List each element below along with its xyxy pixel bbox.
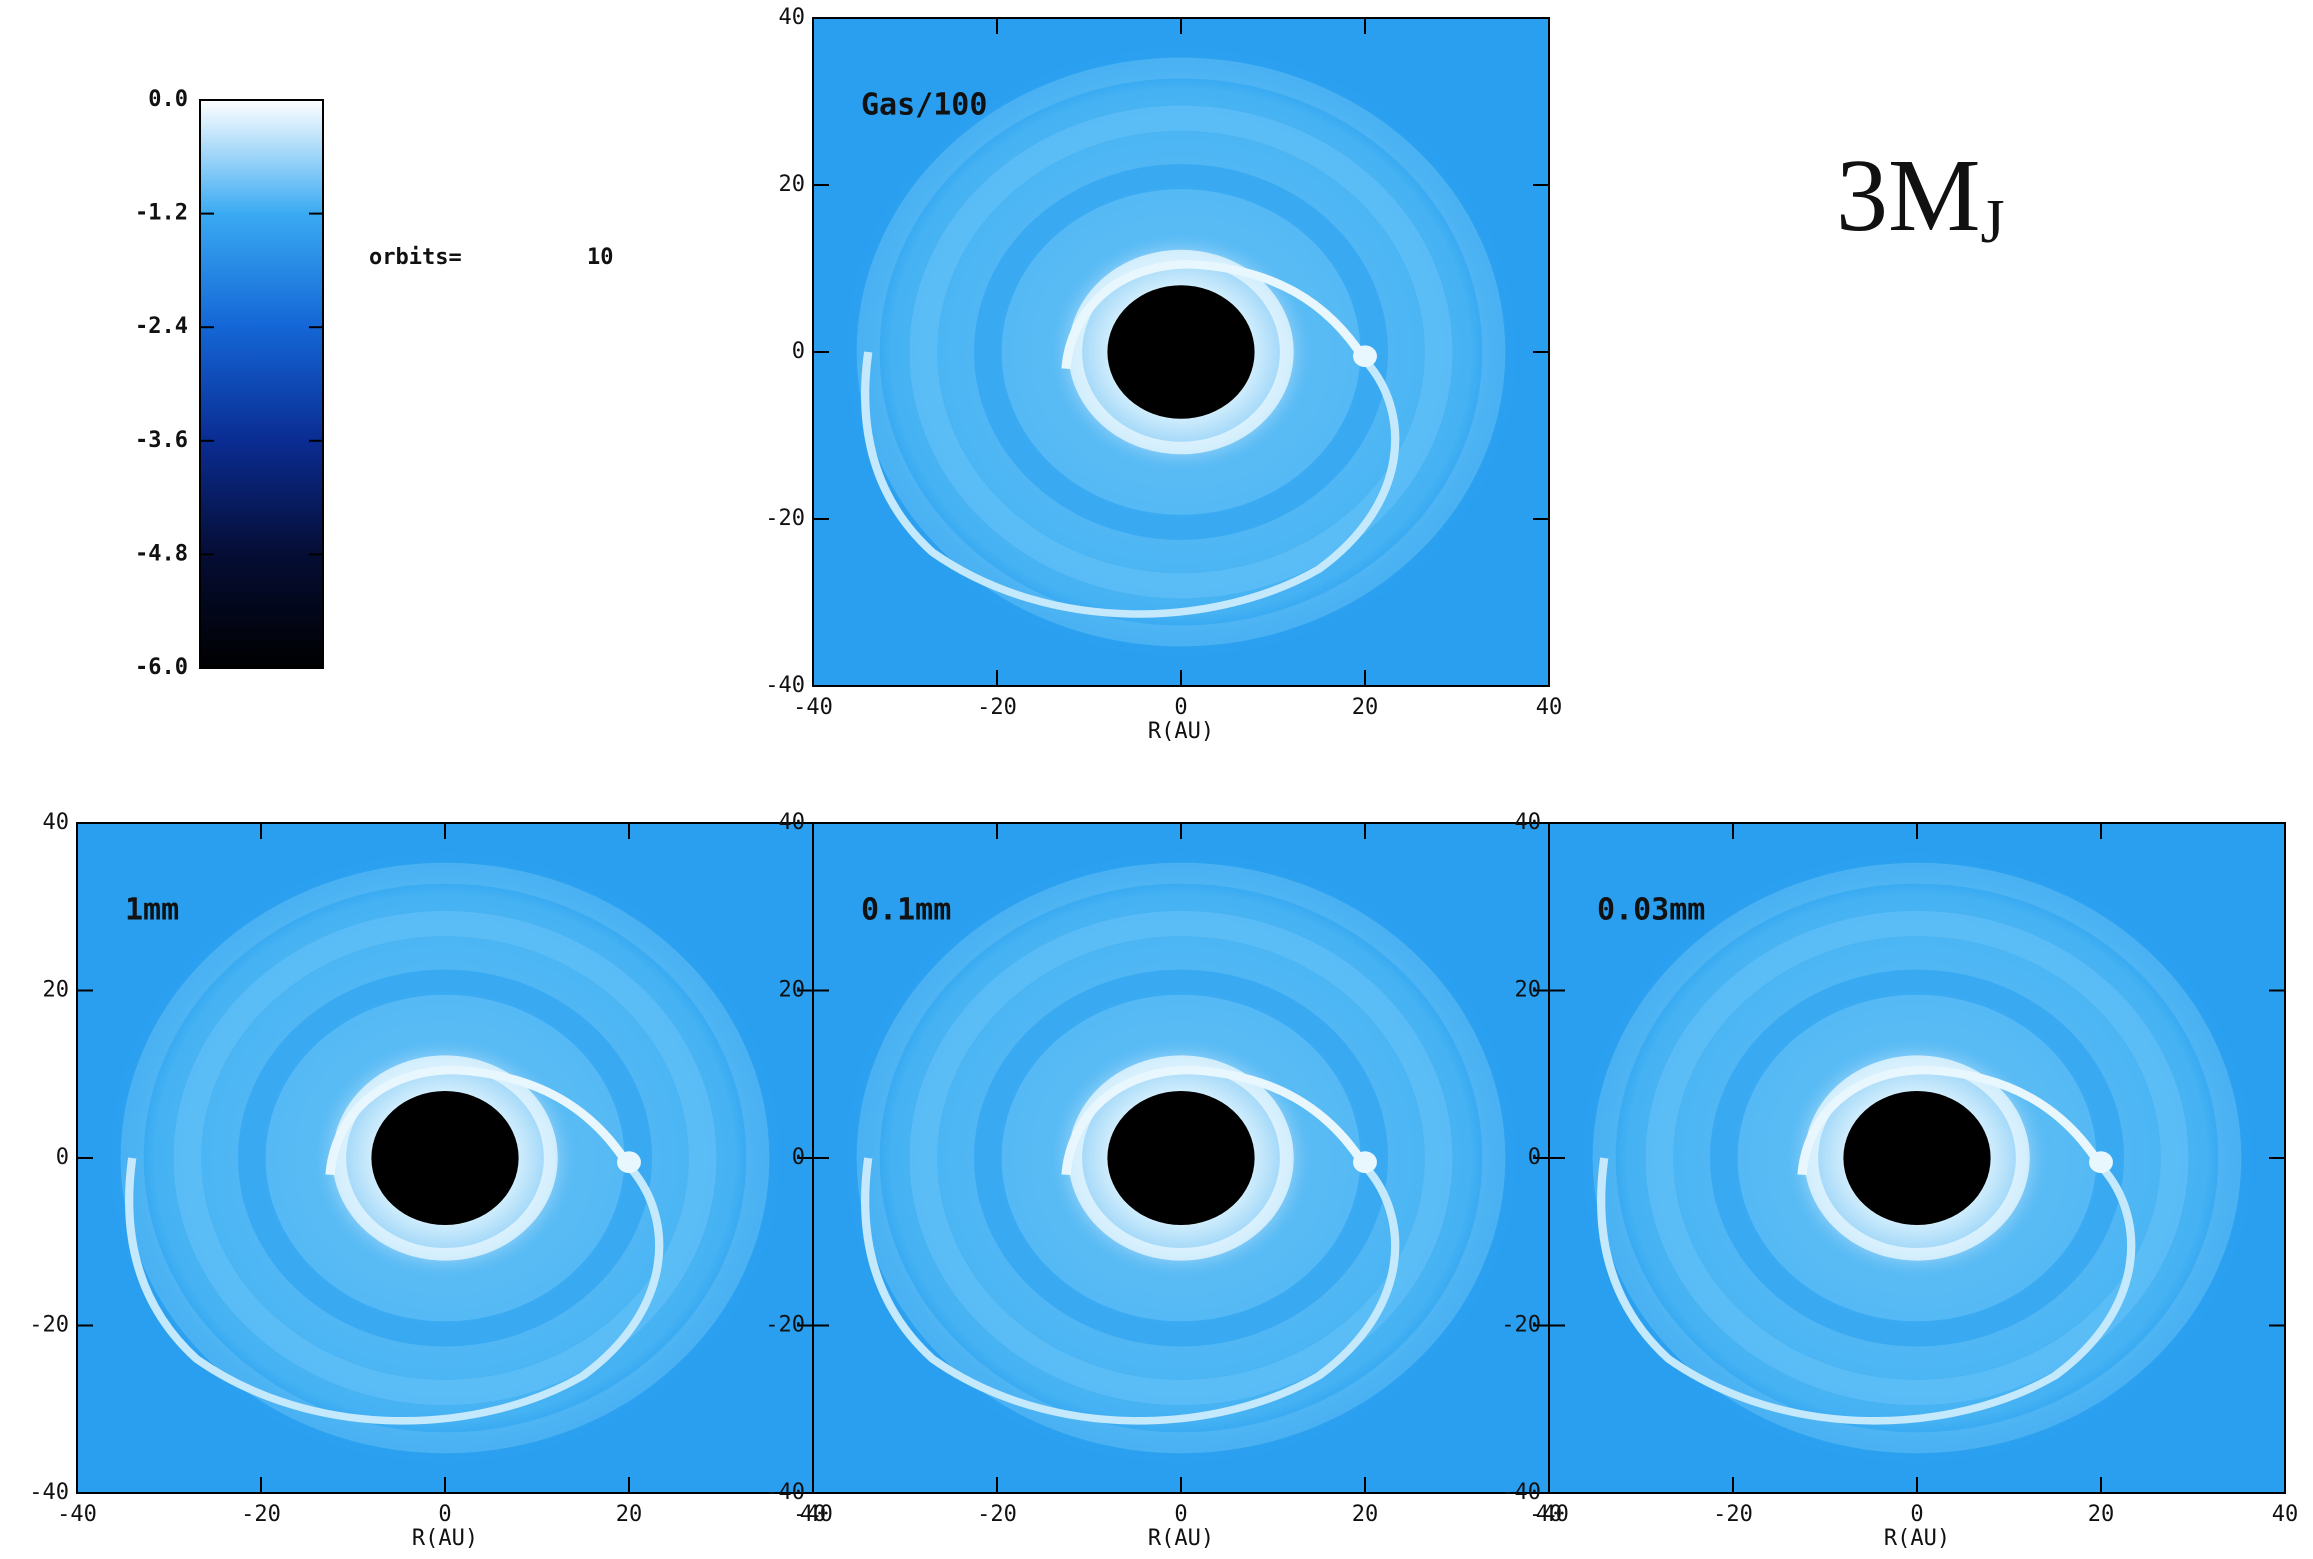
x-tick-label: -40 xyxy=(793,1502,833,1527)
colorbar-tick-label: -2.4 xyxy=(135,314,188,339)
title-main: 3M xyxy=(1836,138,1980,253)
y-tick-label: -20 xyxy=(29,1313,69,1338)
x-axis-label: R(AU) xyxy=(1148,719,1214,744)
y-tick-label: 20 xyxy=(1515,978,1542,1003)
x-tick-label: 0 xyxy=(1910,1502,1923,1527)
colorbar xyxy=(199,99,324,669)
panel-title: 1mm xyxy=(125,893,179,928)
x-tick-label: -20 xyxy=(977,1502,1017,1527)
y-tick-label: 20 xyxy=(43,978,70,1003)
disk-image xyxy=(77,823,813,1493)
colorbar-tick-label: 0.0 xyxy=(148,87,188,112)
y-tick-label: -20 xyxy=(765,1313,805,1338)
title-sub: J xyxy=(1980,188,2004,256)
y-tick-label: -20 xyxy=(765,506,805,531)
figure-title: 3MJ xyxy=(1836,138,2005,256)
y-tick-label: -20 xyxy=(1501,1313,1541,1338)
x-tick-label: 0 xyxy=(1174,1502,1187,1527)
colorbar-tick-label: -6.0 xyxy=(135,655,188,680)
x-tick-label: -20 xyxy=(241,1502,281,1527)
x-tick-label: -40 xyxy=(57,1502,97,1527)
x-tick-label: -20 xyxy=(1713,1502,1753,1527)
y-tick-label: -40 xyxy=(765,1480,805,1505)
x-axis-label: R(AU) xyxy=(1148,1526,1214,1551)
y-tick-label: 20 xyxy=(779,172,806,197)
y-tick-label: -40 xyxy=(765,673,805,698)
x-tick-label: 20 xyxy=(616,1502,643,1527)
y-tick-label: 40 xyxy=(779,810,806,835)
y-tick-label: 0 xyxy=(1528,1145,1541,1170)
y-tick-label: 20 xyxy=(779,978,806,1003)
x-tick-label: 40 xyxy=(1536,1502,1563,1527)
x-tick-label: 0 xyxy=(438,1502,451,1527)
x-tick-label: -40 xyxy=(793,695,833,720)
annotation-label: orbits= xyxy=(369,245,462,270)
colorbar-tick-label: -3.6 xyxy=(135,428,188,453)
y-tick-label: 40 xyxy=(1515,810,1542,835)
x-tick-label: 20 xyxy=(2088,1502,2115,1527)
x-tick-label: 20 xyxy=(1352,695,1379,720)
y-tick-label: 40 xyxy=(43,810,70,835)
colorbar-tick-label: -4.8 xyxy=(135,541,188,566)
y-tick-label: 0 xyxy=(792,1145,805,1170)
x-tick-label: 40 xyxy=(2272,1502,2299,1527)
panel-title: 0.03mm xyxy=(1597,893,1705,928)
x-tick-label: 20 xyxy=(1352,1502,1379,1527)
y-tick-label: 0 xyxy=(792,339,805,364)
x-tick-label: 0 xyxy=(1174,695,1187,720)
colorbar-tick-label: -1.2 xyxy=(135,201,188,226)
panel-title: 0.1mm xyxy=(861,893,951,928)
y-tick-label: 0 xyxy=(56,1145,69,1170)
x-tick-label: -40 xyxy=(1529,1502,1569,1527)
y-tick-label: -40 xyxy=(1501,1480,1541,1505)
y-tick-label: -40 xyxy=(29,1480,69,1505)
x-tick-label: 40 xyxy=(800,1502,827,1527)
annotation-value: 10 xyxy=(587,245,614,270)
y-tick-label: 40 xyxy=(779,5,806,30)
x-axis-label: R(AU) xyxy=(1884,1526,1950,1551)
panel-title: Gas/100 xyxy=(861,88,987,123)
x-tick-label: 40 xyxy=(1536,695,1563,720)
x-axis-label: R(AU) xyxy=(412,1526,478,1551)
x-tick-label: -20 xyxy=(977,695,1017,720)
